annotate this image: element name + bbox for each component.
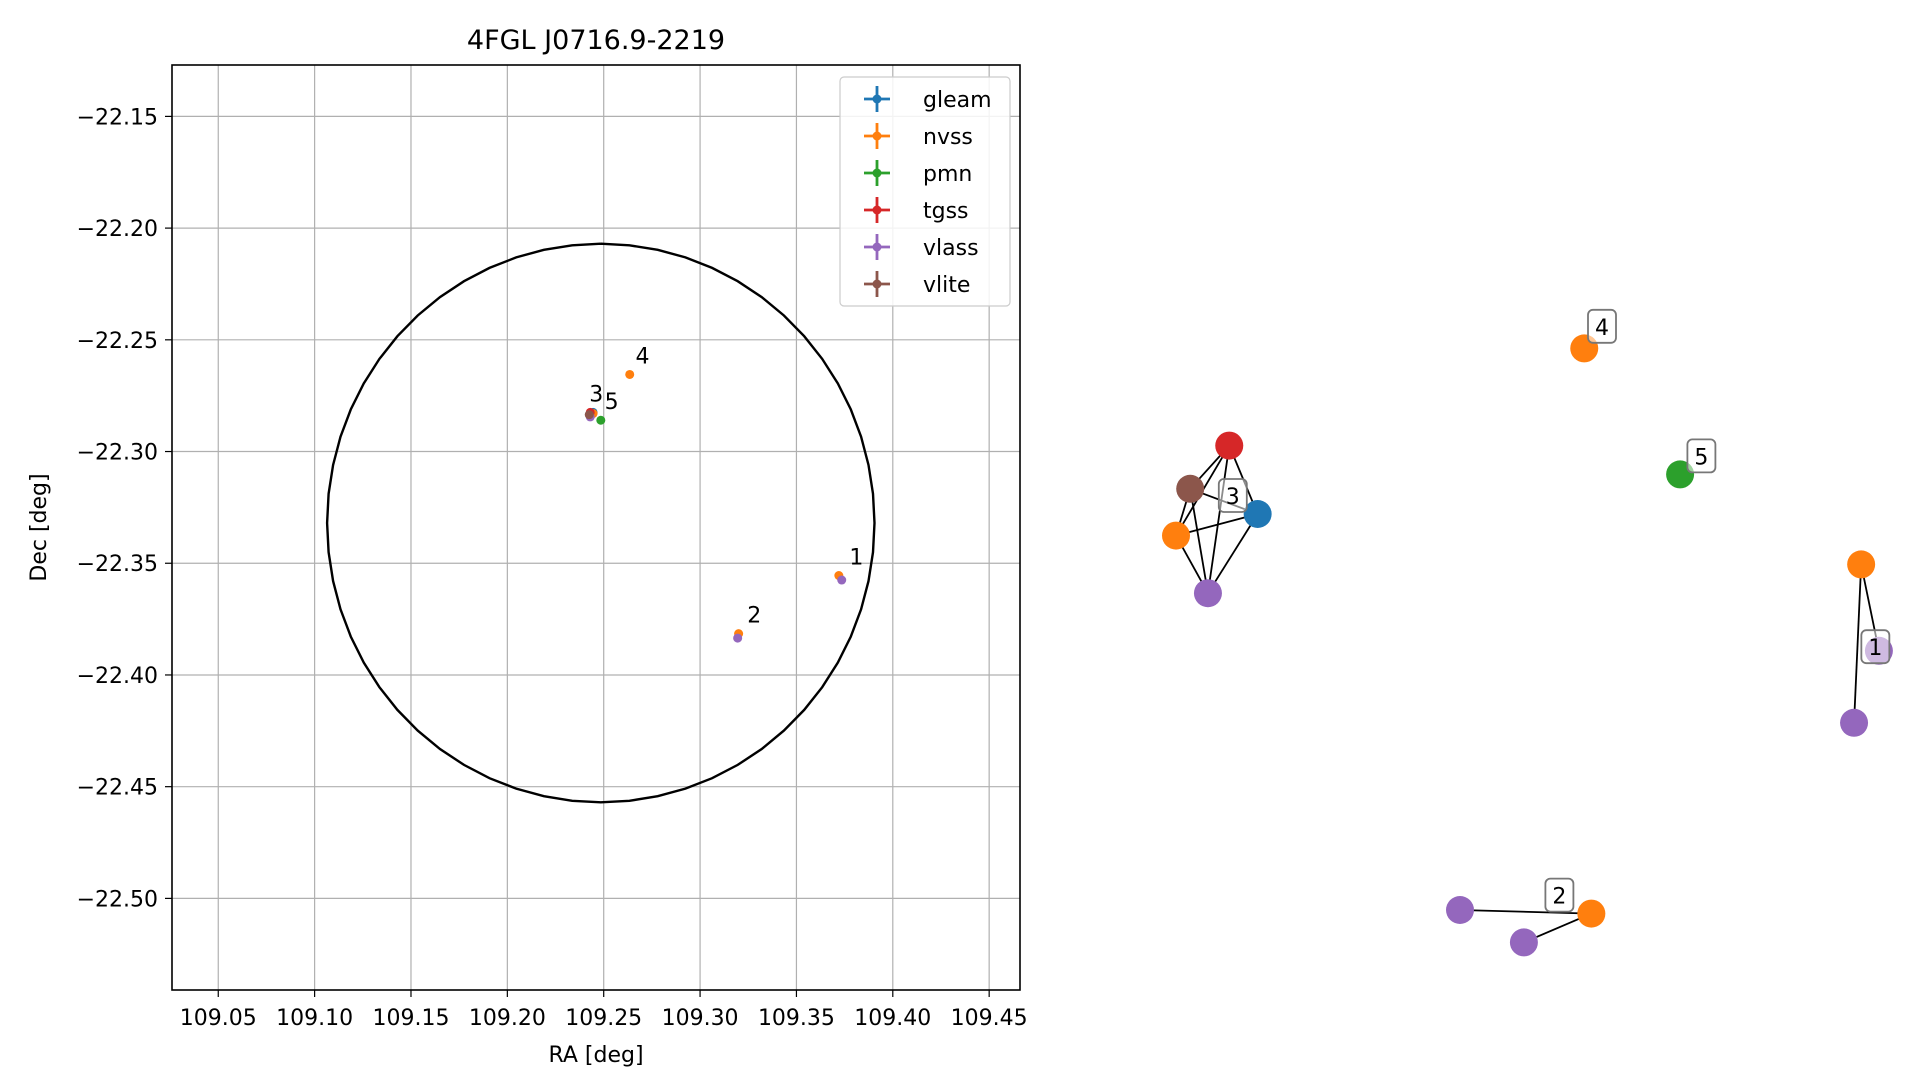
- graph-edge: [1189, 488, 1209, 594]
- point-annotation: 1: [849, 545, 863, 570]
- y-tick-label: −22.40: [77, 664, 158, 689]
- legend-label-tgss: tgss: [923, 199, 969, 224]
- graph-node-nvss: [1162, 521, 1190, 550]
- graph-label: 4: [1595, 316, 1609, 341]
- graph-edges: [1175, 444, 1880, 944]
- graph-edge: [1853, 564, 1863, 723]
- legend-marker-gleam: [872, 94, 882, 104]
- graph-label-box: [1860, 629, 1891, 665]
- legend-label-vlite: vlite: [923, 273, 970, 298]
- x-tick-label: 109.20: [469, 1006, 546, 1031]
- graph-label: 5: [1694, 445, 1708, 470]
- x-tick-label: 109.10: [276, 1006, 353, 1031]
- x-tick-label: 109.25: [565, 1006, 642, 1031]
- point-vlass: [837, 575, 847, 585]
- legend-box: [839, 76, 1011, 307]
- graph-edge: [1175, 513, 1258, 537]
- axes-frame: [171, 64, 1021, 991]
- graph-edge: [1207, 513, 1259, 594]
- point-nvss: [625, 369, 635, 379]
- legend-label-vlass: vlass: [923, 236, 979, 261]
- chart-title: 4FGL J0716.9-2219: [467, 25, 725, 56]
- point-annotation: 4: [636, 344, 650, 369]
- x-tick-label: 109.45: [951, 1006, 1028, 1031]
- graph-edge: [1207, 445, 1231, 594]
- point-annotation: 5: [605, 390, 619, 415]
- legend-marker-vlass: [872, 242, 882, 252]
- point-pmn: [596, 415, 606, 425]
- x-tick-label: 109.35: [758, 1006, 835, 1031]
- graph-labels: 1 2 3 4 5: [1217, 308, 1891, 913]
- y-tick-label: −22.20: [77, 217, 158, 242]
- graph-node-vlass: [1193, 579, 1222, 608]
- legend: gleam nvss pmn tgss vlass vlite: [839, 76, 1011, 307]
- point-vlite: [584, 410, 594, 420]
- cluster-graph: 1 2 3 4 5: [1162, 308, 1893, 957]
- graph-label-box: [1686, 438, 1717, 474]
- x-tick-label: 109.30: [662, 1006, 739, 1031]
- graph-label: 3: [1226, 485, 1240, 510]
- graph-label: 1: [1868, 636, 1882, 661]
- data-points: [584, 369, 847, 643]
- point-annotation: 2: [747, 603, 761, 628]
- legend-marker-pmn: [872, 168, 882, 178]
- graph-node-tgss: [1215, 431, 1244, 460]
- legend-label-nvss: nvss: [923, 125, 973, 150]
- y-tick-label: −22.45: [77, 776, 158, 801]
- y-tick-label: −22.15: [77, 105, 158, 130]
- point-annotations: 1 2 3 45: [589, 344, 863, 628]
- grid: [172, 65, 1020, 990]
- y-tick-label: −22.25: [77, 329, 158, 354]
- graph-edge: [1459, 909, 1592, 915]
- graph-node-nvss: [1577, 899, 1606, 928]
- graph-node-vlass: [1509, 928, 1538, 957]
- graph-node-vlite: [1176, 474, 1205, 503]
- x-axis-label: RA [deg]: [548, 1043, 643, 1068]
- graph-node-vlass: [1446, 896, 1474, 924]
- graph-node-nvss: [1847, 550, 1876, 579]
- graph-label-box: [1217, 478, 1248, 513]
- x-tick-label: 109.15: [372, 1006, 449, 1031]
- axis-ticks: 109.05 109.10 109.15 109.20 109.25 109.30 109.…: [77, 105, 1028, 1031]
- error-ellipse: [325, 242, 876, 804]
- graph-nodes: [1162, 334, 1893, 957]
- legend-marker-vlite: [872, 279, 882, 289]
- graph-label-box: [1544, 877, 1575, 913]
- graph-node-gleam: [1243, 500, 1272, 528]
- graph-node-vlass: [1840, 708, 1869, 737]
- graph-label-box: [1587, 308, 1617, 344]
- legend-marker-nvss: [872, 131, 882, 141]
- legend-marker-tgss: [872, 205, 882, 215]
- x-tick-label: 109.05: [180, 1006, 257, 1031]
- legend-label-gleam: gleam: [923, 88, 992, 113]
- y-tick-label: −22.35: [77, 552, 158, 577]
- graph-label: 2: [1552, 885, 1566, 910]
- point-vlass: [733, 633, 743, 643]
- localization-ellipse: [325, 242, 876, 804]
- y-tick-label: −22.50: [77, 887, 158, 912]
- legend-label-pmn: pmn: [923, 162, 972, 187]
- y-tick-label: −22.30: [77, 441, 158, 466]
- y-axis-label: Dec [deg]: [27, 473, 52, 581]
- x-tick-label: 109.40: [854, 1006, 931, 1031]
- point-annotation: 3: [589, 382, 603, 407]
